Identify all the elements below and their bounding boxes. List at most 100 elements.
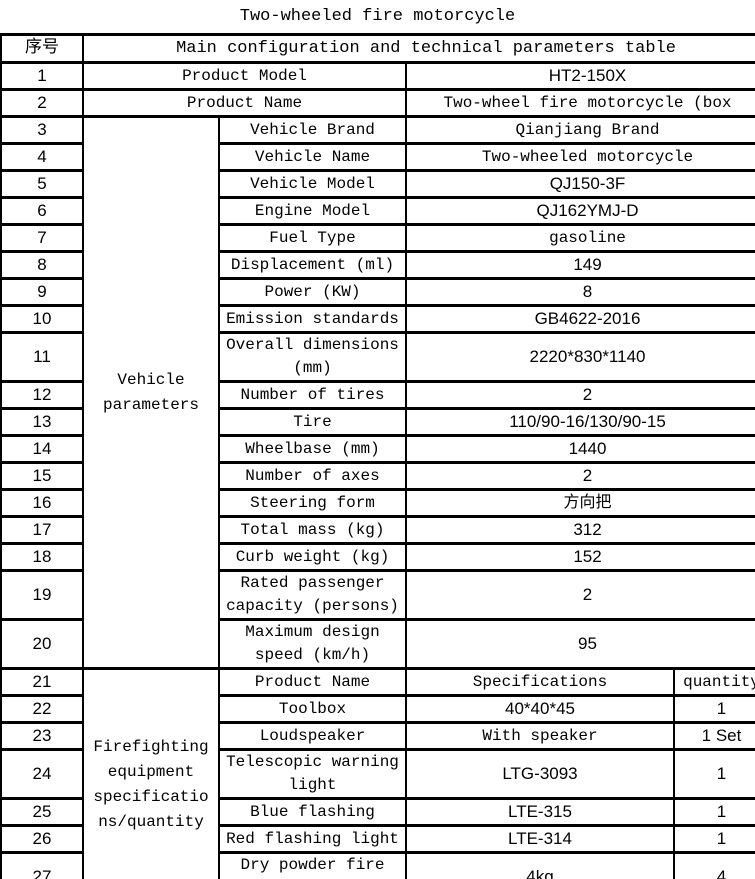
- equipment-qty-cell: 1: [672, 748, 755, 800]
- param-label-cell: Engine Model: [218, 196, 407, 226]
- param-value-cell: 2220*830*1140: [404, 331, 755, 383]
- table-header-row: 序号 Main configuration and technical para…: [0, 33, 755, 64]
- row-number-cell: 3: [0, 115, 84, 145]
- row-number-cell: 16: [0, 488, 84, 518]
- equipment-qty-cell: 1: [672, 694, 755, 724]
- row-number-cell: 17: [0, 515, 84, 545]
- param-value-cell: QJ150-3F: [404, 169, 755, 199]
- table-row: 2 Product Name Two-wheel fire motorcycle…: [0, 88, 755, 118]
- equipment-row: 23 Loudspeaker With speaker 1 Set: [0, 721, 755, 751]
- table-row: 1 Product Model HT2-150X: [0, 61, 755, 91]
- equipment-row: 24 Telescopic warning light LTG-3093 1: [0, 748, 755, 800]
- param-value-cell: 149: [404, 250, 755, 280]
- param-label-cell: Vehicle Name: [218, 142, 407, 172]
- param-value-cell: Qianjiang Brand: [404, 115, 755, 145]
- row-number-cell: 24: [0, 748, 84, 800]
- param-value-cell: Two-wheeled motorcycle: [404, 142, 755, 172]
- equipment-spec-header: Specifications: [405, 667, 675, 697]
- equipment-spec-cell: LTE-314: [405, 824, 675, 854]
- row-number-cell: 4: [0, 142, 84, 172]
- param-label-cell: Emission standards: [218, 304, 407, 334]
- equipment-row: 22 Toolbox 40*40*45 1: [0, 694, 755, 724]
- param-label-cell: Tire: [218, 407, 407, 437]
- row-number-cell: 18: [0, 542, 84, 572]
- table-row: 13 Tire 110/90-16/130/90-15: [0, 407, 755, 437]
- row-number-cell: 21: [0, 667, 84, 697]
- param-value-cell: Two-wheel fire motorcycle (box: [404, 88, 755, 118]
- equipment-qty-header: quantity: [672, 667, 755, 697]
- param-label-cell: Wheelbase (mm): [218, 434, 407, 464]
- param-value-cell: 152: [404, 542, 755, 572]
- row-number-cell: 9: [0, 277, 84, 307]
- table-row: 10 Emission standards GB4622-2016: [0, 304, 755, 334]
- group-label-vehicle-parameters: Vehicle parameters: [82, 115, 220, 670]
- row-number-cell: 7: [0, 223, 84, 253]
- equipment-name-cell: Toolbox: [218, 694, 407, 724]
- row-number-cell: 2: [0, 88, 84, 118]
- equipment-name-cell: Loudspeaker: [218, 721, 407, 751]
- equipment-header-row: 21 Firefighting equipment specifications…: [0, 667, 755, 879]
- table-row: 17 Total mass (kg) 312: [0, 515, 755, 545]
- equipment-qty-cell: 4: [672, 851, 755, 879]
- row-number-cell: 5: [0, 169, 84, 199]
- row-number-cell: 11: [0, 331, 84, 383]
- param-label-cell: Overall dimensions (mm): [218, 331, 407, 383]
- param-label-cell: Number of axes: [218, 461, 407, 491]
- param-label-cell: Steering form: [218, 488, 407, 518]
- table-row: 5 Vehicle Model QJ150-3F: [0, 169, 755, 199]
- table-row: 15 Number of axes 2: [0, 461, 755, 491]
- row-number-cell: 15: [0, 461, 84, 491]
- param-value-cell: GB4622-2016: [404, 304, 755, 334]
- table-row: 19 Rated passenger capacity (persons) 2: [0, 569, 755, 621]
- row-number-cell: 20: [0, 618, 84, 670]
- equipment-name-cell: Red flashing light: [218, 824, 407, 854]
- row-number-cell: 23: [0, 721, 84, 751]
- equipment-spec-cell: 4kg: [405, 851, 675, 879]
- equipment-row: 26 Red flashing light LTE-314 1: [0, 824, 755, 854]
- table-row: 20 Maximum design speed (km/h) 95: [0, 618, 755, 670]
- equipment-name-cell: Dry powder fire extinguisher: [218, 851, 407, 879]
- table-row: 3 Vehicle parameters Vehicle Brand Qianj…: [0, 115, 755, 670]
- equipment-qty-cell: 1: [672, 824, 755, 854]
- param-value-cell: QJ162YMJ-D: [404, 196, 755, 226]
- table-row: 7 Fuel Type gasoline: [0, 223, 755, 253]
- equipment-qty-cell: 1: [672, 797, 755, 827]
- equipment-spec-cell: LTE-315: [405, 797, 675, 827]
- group-label-firefighting: Firefighting equipment specifications/qu…: [82, 667, 220, 879]
- table-row: 9 Power (KW) 8: [0, 277, 755, 307]
- param-value-cell: 312: [404, 515, 755, 545]
- param-label-cell: Power (KW): [218, 277, 407, 307]
- table-row: 12 Number of tires 2: [0, 380, 755, 410]
- param-label-cell: Total mass (kg): [218, 515, 407, 545]
- row-number-cell: 10: [0, 304, 84, 334]
- document-title: Two-wheeled fire motorcycle: [239, 7, 516, 26]
- table-row: 18 Curb weight (kg) 152: [0, 542, 755, 572]
- equipment-spec-cell: 40*40*45: [405, 694, 675, 724]
- equipment-row: 27 Dry powder fire extinguisher 4kg 4: [0, 851, 755, 879]
- table-row: 16 Steering form 方向把: [0, 488, 755, 518]
- param-value-cell: 95: [404, 618, 755, 670]
- table-row: 8 Displacement (ml) 149: [0, 250, 755, 280]
- row-number-cell: 19: [0, 569, 84, 621]
- equipment-qty-cell: 1 Set: [672, 721, 755, 751]
- table-row: 4 Vehicle Name Two-wheeled motorcycle: [0, 142, 755, 172]
- param-value-cell: 110/90-16/130/90-15: [404, 407, 755, 437]
- param-value-cell: 8: [404, 277, 755, 307]
- row-number-cell: 8: [0, 250, 84, 280]
- param-label-cell: Curb weight (kg): [218, 542, 407, 572]
- param-label-cell: Rated passenger capacity (persons): [218, 569, 407, 621]
- row-number-cell: 6: [0, 196, 84, 226]
- equipment-spec-cell: With speaker: [405, 721, 675, 751]
- table-row: 11 Overall dimensions (mm) 2220*830*1140: [0, 331, 755, 383]
- table-row: 14 Wheelbase (mm) 1440: [0, 434, 755, 464]
- table-main-header: Main configuration and technical paramet…: [81, 33, 755, 64]
- param-value-cell: 2: [404, 380, 755, 410]
- row-number-cell: 14: [0, 434, 84, 464]
- row-number-cell: 1: [0, 61, 84, 91]
- equipment-spec-cell: LTG-3093: [405, 748, 675, 800]
- param-value-cell: 1440: [404, 434, 755, 464]
- equipment-name-cell: Telescopic warning light: [218, 748, 407, 800]
- row-number-cell: 12: [0, 380, 84, 410]
- param-label-cell: Maximum design speed (km/h): [218, 618, 407, 670]
